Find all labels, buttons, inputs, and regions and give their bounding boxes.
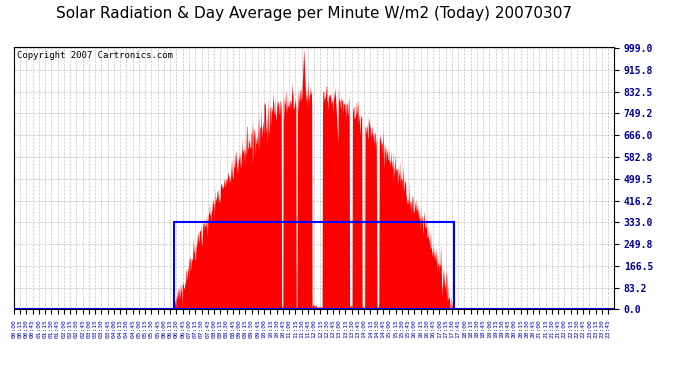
Text: Solar Radiation & Day Average per Minute W/m2 (Today) 20070307: Solar Radiation & Day Average per Minute… bbox=[56, 6, 572, 21]
Text: Copyright 2007 Cartronics.com: Copyright 2007 Cartronics.com bbox=[17, 51, 172, 60]
Bar bbox=[175, 222, 454, 309]
